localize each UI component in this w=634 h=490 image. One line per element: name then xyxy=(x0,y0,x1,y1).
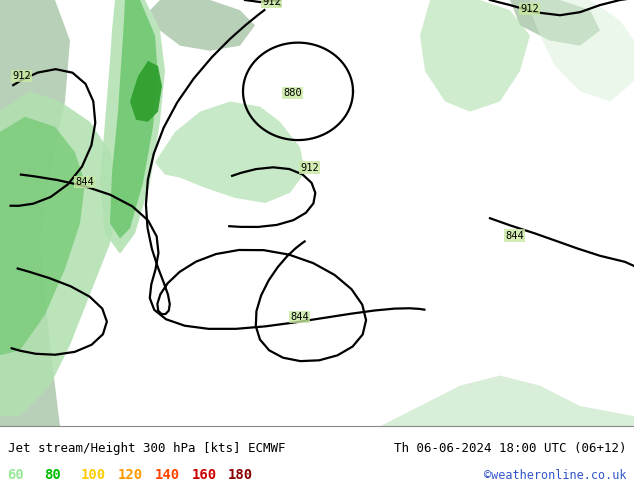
Polygon shape xyxy=(0,117,85,355)
Text: Jet stream/Height 300 hPa [kts] ECMWF: Jet stream/Height 300 hPa [kts] ECMWF xyxy=(8,442,285,455)
Polygon shape xyxy=(510,0,600,46)
Polygon shape xyxy=(0,91,120,416)
Text: 60: 60 xyxy=(8,468,24,482)
Polygon shape xyxy=(380,375,634,426)
Text: 120: 120 xyxy=(118,468,143,482)
Text: 880: 880 xyxy=(283,88,302,98)
Text: 180: 180 xyxy=(228,468,254,482)
Text: 100: 100 xyxy=(81,468,107,482)
Polygon shape xyxy=(150,0,255,51)
Polygon shape xyxy=(0,0,70,426)
Text: 912: 912 xyxy=(300,163,319,172)
Text: 844: 844 xyxy=(75,177,94,187)
Text: 160: 160 xyxy=(191,468,217,482)
Polygon shape xyxy=(155,101,305,203)
Text: Th 06-06-2024 18:00 UTC (06+12): Th 06-06-2024 18:00 UTC (06+12) xyxy=(394,442,626,455)
Text: 80: 80 xyxy=(44,468,61,482)
Text: 844: 844 xyxy=(290,312,309,322)
Text: ©weatheronline.co.uk: ©weatheronline.co.uk xyxy=(484,469,626,482)
Text: 912: 912 xyxy=(12,71,31,81)
Polygon shape xyxy=(100,0,165,254)
Polygon shape xyxy=(130,61,162,122)
Text: 912: 912 xyxy=(262,0,281,7)
Polygon shape xyxy=(420,0,530,112)
Text: 912: 912 xyxy=(520,4,539,14)
Polygon shape xyxy=(530,0,634,101)
Text: 140: 140 xyxy=(155,468,180,482)
Text: 844: 844 xyxy=(505,230,524,241)
Polygon shape xyxy=(110,0,158,239)
